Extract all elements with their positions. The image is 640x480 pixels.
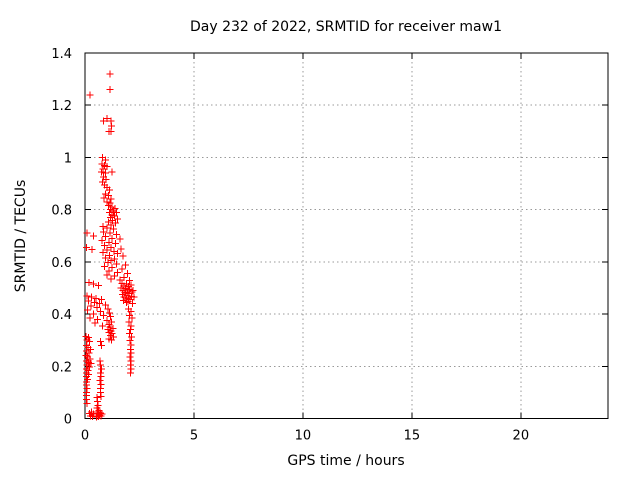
y-tick-label: 0.6	[51, 256, 72, 271]
y-tick-labels: 0 0.2 0.4 0.6 0.8 1 1.2 1.4	[51, 47, 72, 428]
y-tick-label: 0.4	[51, 308, 72, 323]
x-tick-labels: 0 5 10 15 20	[81, 429, 529, 444]
y-tick-label: 1.2	[51, 99, 72, 114]
chart-title: Day 232 of 2022, SRMTID for receiver maw…	[190, 19, 502, 35]
x-tick-label: 10	[295, 429, 312, 444]
y-tick-label: 1.4	[51, 47, 72, 62]
x-tick-label: 0	[81, 429, 89, 444]
plot-border	[84, 52, 609, 419]
y-tick-label: 0.8	[51, 204, 72, 219]
y-tick-label: 0.2	[51, 360, 72, 375]
data-points	[82, 70, 138, 421]
y-tick-label: 1	[64, 151, 72, 166]
x-tick-label: 15	[404, 429, 421, 444]
x-tick-label: 5	[190, 429, 198, 444]
gridlines	[85, 53, 608, 419]
data-points-path	[82, 70, 138, 421]
x-axis-label: GPS time / hours	[287, 453, 404, 469]
x-tick-label: 20	[513, 429, 530, 444]
y-axis-label: SRMTID / TECUs	[13, 180, 29, 293]
y-tick-label: 0	[64, 413, 72, 428]
axis-ticks	[84, 52, 608, 419]
